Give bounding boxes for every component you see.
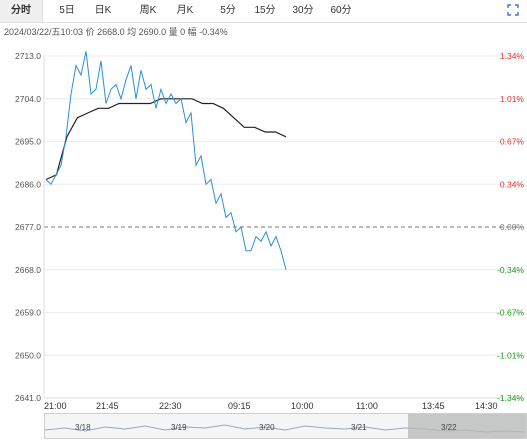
navigator-window[interactable] [408,414,526,438]
percent-tick-label: 0.67% [500,137,525,147]
time-label: 14:30 [475,401,498,411]
fullscreen-icon[interactable] [507,4,519,16]
price-tick-label: 2668.0 [15,265,41,275]
tab-weekly-k[interactable]: 周K [139,5,157,16]
nav-date-label: 3/19 [171,423,187,432]
tab-monthly-k[interactable]: 月K [176,5,194,16]
percent-tick-label: -1.01% [497,350,524,360]
time-label: 10:00 [291,401,314,411]
percent-tick-label: 1.34% [500,51,525,61]
tab-intraday[interactable]: 分时 [0,0,43,22]
average-price-line [45,98,287,181]
time-axis: 21:00 21:45 22:30 09:15 10:00 11:00 13:4… [0,401,527,413]
period-tabbar: 分时 5日 日K 周K 月K 5分 15分 30分 60分 [0,0,527,23]
nav-date-label: 3/20 [259,423,275,432]
price-tick-label: 2686.0 [15,179,41,189]
price-axis: 2713.0 2704.0 2695.0 2686.0 2677.0 2668.0 2659… [15,51,41,401]
tab-60min[interactable]: 60分 [330,5,352,16]
tab-15min[interactable]: 15分 [254,5,276,16]
nav-date-label: 3/22 [441,423,457,432]
tab-daily-k[interactable]: 日K [94,5,112,16]
time-label: 13:45 [422,401,445,411]
quote-info: 2024/03/22/五10:03 价 2668.0 均 2690.0 量 0 … [4,27,228,37]
time-label: 21:00 [44,401,67,411]
tab-30min[interactable]: 30分 [292,5,314,16]
nav-date-label: 3/18 [75,423,91,432]
time-label: 22:30 [159,401,182,411]
time-label: 21:45 [96,401,119,411]
tab-5min[interactable]: 5分 [220,5,236,16]
time-label: 09:15 [228,401,251,411]
price-chart[interactable]: 2713.0 2704.0 2695.0 2686.0 2677.0 2668.0 2659… [0,38,527,401]
tab-5day[interactable]: 5日 [59,5,75,16]
price-tick-label: 2659.0 [15,308,41,318]
percent-tick-label: 0.00% [500,222,525,232]
percent-tick-label: 1.01% [500,94,525,104]
percent-tick-label: -0.34% [497,265,524,275]
percent-tick-label: 0.34% [500,179,525,189]
price-tick-label: 2650.0 [15,350,41,360]
price-tick-label: 2641.0 [15,393,41,401]
price-tick-label: 2713.0 [15,51,41,61]
price-tick-label: 2677.0 [15,222,41,232]
price-tick-label: 2704.0 [15,94,41,104]
percent-axis: 1.34% 1.01% 0.67% 0.34% 0.00% -0.34% -0.67% -1.… [497,51,524,401]
percent-tick-label: -1.34% [497,393,524,401]
percent-tick-label: -0.67% [497,308,524,318]
date-navigator[interactable]: 3/18 3/19 3/20 3/21 3/22 [44,413,527,439]
price-line [45,51,287,270]
price-tick-label: 2695.0 [15,137,41,147]
chart-grid [43,55,525,399]
nav-date-label: 3/21 [351,423,367,432]
time-label: 11:00 [356,401,378,411]
